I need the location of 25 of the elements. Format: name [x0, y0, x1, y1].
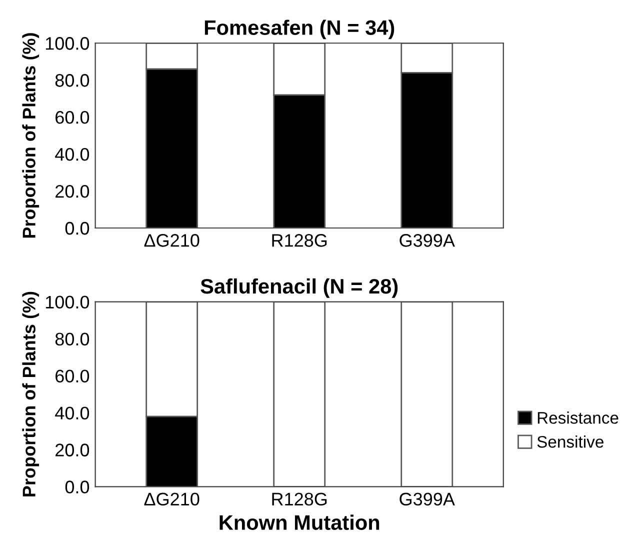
- chart-title: Saflufenacil (N = 28): [200, 278, 398, 298]
- y-axis-title: Proportion of Plants (%): [22, 292, 40, 496]
- y-tick-label: 0.0: [65, 222, 90, 235]
- y-tick-label: 20.0: [56, 444, 90, 456]
- y-tick-label: 80.0: [55, 74, 90, 87]
- y-tick-label: 0.0: [65, 480, 90, 494]
- x-tick-label: R128G: [272, 492, 327, 506]
- y-tick-label: 100.0: [46, 296, 90, 309]
- y-tick-label: 40.0: [55, 148, 90, 161]
- y-tick-label: 60.0: [56, 370, 90, 383]
- y-tick-label: 80.0: [55, 332, 90, 346]
- x-tick-label: G399A: [400, 234, 455, 247]
- y-tick-label: 60.0: [56, 111, 90, 124]
- chart-title: Fomesafen (N = 34): [204, 20, 394, 40]
- y-tick-label: 40.0: [55, 406, 90, 420]
- x-tick-label: R128G: [272, 234, 327, 247]
- x-axis-title: Known Mutation: [220, 514, 380, 530]
- y-axis-title: Proportion of Plants (%): [22, 33, 40, 238]
- x-tick-label: ΔG210: [144, 492, 200, 506]
- y-tick-label: 20.0: [56, 184, 90, 198]
- y-tick-label: 100.0: [46, 37, 90, 50]
- legend-label: Resistance: [538, 412, 618, 424]
- x-tick-label: G399A: [400, 492, 455, 506]
- legend-label: Sensitive: [537, 436, 604, 448]
- x-tick-label: ΔG210: [144, 234, 200, 247]
